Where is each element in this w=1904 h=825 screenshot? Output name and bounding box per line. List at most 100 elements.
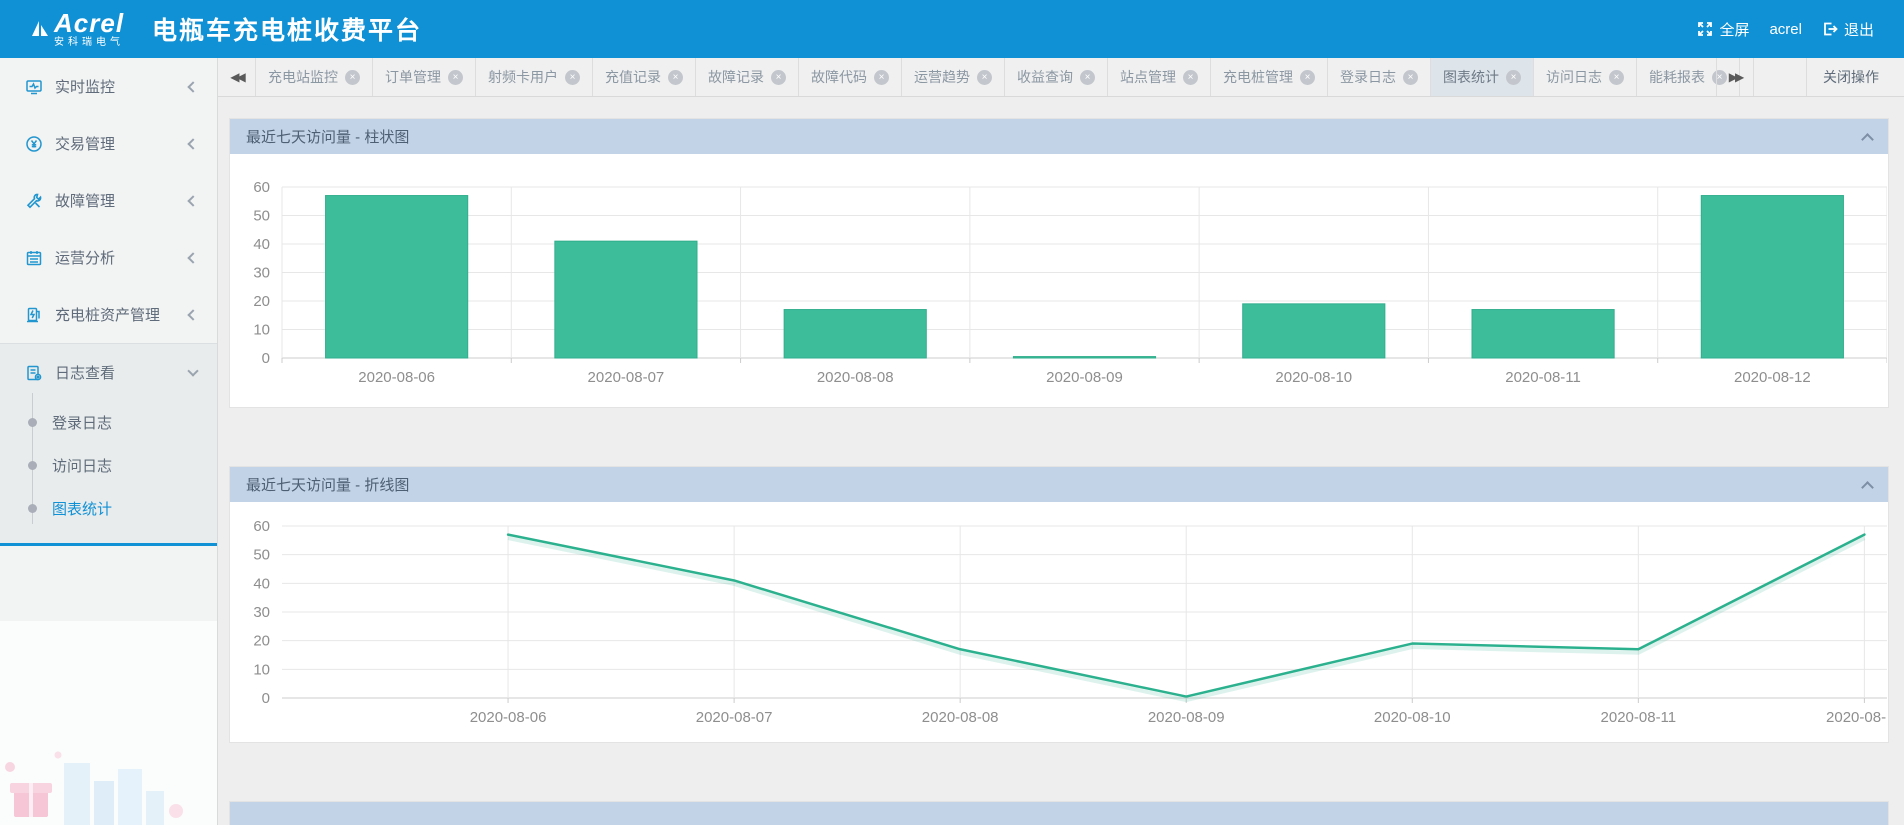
sidebar-item-log-view[interactable]: 日志查看 [0, 344, 217, 401]
page-title: 电瓶车充电桩收费平台 [152, 17, 423, 45]
sidebar-footer-area [0, 621, 217, 825]
third-chart-panel [229, 801, 1889, 825]
tab-close-icon[interactable]: × [1506, 69, 1521, 85]
scroll-tabs-right-button[interactable]: ▶▶ [1716, 58, 1754, 96]
tab-订单管理[interactable]: 订单管理 × [373, 58, 476, 96]
sidebar-item-charging-pile-assets[interactable]: 充电桩资产管理 [0, 286, 217, 343]
bar-2020-08-12 [1700, 195, 1844, 359]
x-tick-label: 2020-08-07 [588, 369, 665, 386]
y-tick-label: 40 [253, 236, 270, 253]
sidebar-item-label: 交易管理 [55, 136, 116, 153]
sidebar-subitem-label: 登录日志 [52, 415, 113, 432]
tab-label: 能耗报表 [1649, 69, 1705, 85]
chevron-down-icon [187, 364, 199, 377]
tab-能耗报表[interactable]: 能耗报表 × [1637, 58, 1740, 96]
panel-header [230, 802, 1888, 825]
line-shadow [507, 536, 1866, 703]
line-chart: 0 10 20 30 40 50 60 2020-08-06 2020-08-07 2020-08… [253, 518, 1887, 726]
collapse-panel-icon[interactable] [1861, 480, 1874, 494]
log-gear-icon [25, 364, 43, 382]
scroll-tabs-left-button[interactable]: ◀◀ [218, 58, 256, 96]
x-tick-label: 2020-08-11 [1505, 369, 1581, 386]
bar-2020-08-08 [783, 309, 927, 359]
tab-故障代码[interactable]: 故障代码 × [799, 58, 902, 96]
y-tick-label: 30 [253, 265, 270, 282]
tab-close-icon[interactable]: × [1300, 69, 1315, 85]
sidebar-subitem-login-log[interactable]: 登录日志 [0, 401, 217, 444]
sidebar-item-realtime-monitor[interactable]: 实时监控 [0, 58, 217, 115]
tab-bar: ◀◀ 充电站监控 × 订单管理 × 射频卡用户 × 充值记录 × 故障记录 × 故障代码 × 运营趋势 ×… [218, 58, 1904, 97]
tab-图表统计[interactable]: 图表统计 × [1431, 58, 1534, 96]
chevron-left-icon [187, 251, 199, 264]
tab-充电桩管理[interactable]: 充电桩管理 × [1211, 58, 1328, 96]
sidebar-item-label: 日志查看 [55, 365, 116, 382]
fault-tools-icon [25, 192, 43, 210]
logout-label: 退出 [1843, 21, 1874, 39]
sidebar-item-transactions[interactable]: 交易管理 [0, 115, 217, 172]
collapse-panel-icon[interactable] [1861, 132, 1874, 146]
sidebar-submenu: 登录日志 访问日志 图表统计 [0, 393, 217, 530]
tab-收益查询[interactable]: 收益查询 × [1005, 58, 1108, 96]
y-tick-label: 40 [253, 575, 270, 592]
tab-close-icon[interactable]: × [345, 69, 360, 85]
x-tick-label: 2020-08-10 [1374, 709, 1451, 726]
y-tick-label: 60 [253, 518, 270, 535]
charging-pile-icon [25, 306, 43, 324]
tab-访问日志[interactable]: 访问日志 × [1534, 58, 1637, 96]
sidebar: 实时监控 交易管理 故障管理 运营分析 [0, 58, 218, 825]
tab-射频卡用户[interactable]: 射频卡用户 × [476, 58, 593, 96]
sidebar-item-faults[interactable]: 故障管理 [0, 172, 217, 229]
close-operations-button[interactable]: 关闭操作 [1806, 58, 1904, 96]
tab-label: 登录日志 [1340, 69, 1396, 85]
x-tick-label: 2020-08-06 [470, 709, 547, 726]
tab-close-icon[interactable]: × [1183, 69, 1198, 85]
app-header: Acrel 安科瑞电气 电瓶车充电桩收费平台 全屏 acrel 退出 [0, 0, 1904, 58]
content-area: 最近七天访问量 - 柱状图 0 10 20 30 40 50 60 2020-08-06 202… [218, 97, 1904, 825]
tab-label: 站点管理 [1120, 69, 1176, 85]
chevron-left-icon [187, 137, 199, 150]
tab-close-icon[interactable]: × [668, 69, 683, 85]
username[interactable]: acrel [1769, 20, 1802, 38]
tab-close-icon[interactable]: × [1080, 69, 1095, 85]
fullscreen-label: 全屏 [1719, 21, 1750, 39]
tab-登录日志[interactable]: 登录日志 × [1328, 58, 1431, 96]
tab-运营趋势[interactable]: 运营趋势 × [902, 58, 1005, 96]
tab-close-icon[interactable]: × [874, 69, 889, 85]
decorative-illustration [5, 751, 183, 825]
sidebar-item-label: 实时监控 [55, 79, 116, 96]
tab-close-icon[interactable]: × [1403, 69, 1418, 85]
tab-close-icon[interactable]: × [977, 69, 992, 85]
tab-close-icon[interactable]: × [771, 69, 786, 85]
logo-subtext: 安科瑞电气 [54, 37, 124, 48]
sidebar-item-operation-analysis[interactable]: 运营分析 [0, 229, 217, 286]
x-tick-label: 2020-08-09 [1148, 709, 1225, 726]
x-tick-label: 2020-08-10 [1275, 369, 1352, 386]
bar-chart-panel: 最近七天访问量 - 柱状图 0 10 20 30 40 50 60 2020-08-06 202… [229, 118, 1889, 408]
tab-站点管理[interactable]: 站点管理 × [1108, 58, 1211, 96]
logout-button[interactable]: 退出 [1822, 19, 1874, 40]
tab-充电站监控[interactable]: 充电站监控 × [256, 58, 373, 96]
monitor-icon [25, 78, 43, 96]
tab-close-icon[interactable]: × [1712, 69, 1727, 85]
sidebar-subitem-label: 访问日志 [52, 458, 113, 475]
chevron-left-icon [187, 308, 199, 321]
sidebar-menu: 实时监控 交易管理 故障管理 运营分析 [0, 58, 217, 546]
sidebar-subitem-chart-statistics[interactable]: 图表统计 [0, 487, 217, 530]
tab-close-icon[interactable]: × [565, 69, 580, 85]
tab-close-icon[interactable]: × [448, 69, 463, 85]
calendar-icon [25, 249, 43, 267]
bar-2020-08-11 [1471, 309, 1615, 359]
bar-2020-08-07 [554, 240, 698, 359]
panel-title: 最近七天访问量 - 折线图 [246, 477, 410, 494]
y-tick-label: 10 [253, 661, 270, 678]
sidebar-subitem-access-log[interactable]: 访问日志 [0, 444, 217, 487]
x-tick-label: 2020-08-09 [1046, 369, 1123, 386]
fullscreen-button[interactable]: 全屏 [1697, 19, 1749, 40]
tab-close-icon[interactable]: × [1609, 69, 1624, 85]
chevron-left-icon [187, 194, 199, 207]
y-tick-label: 20 [253, 293, 270, 310]
tab-label: 访问日志 [1546, 69, 1602, 85]
tab-故障记录[interactable]: 故障记录 × [696, 58, 799, 96]
tab-充值记录[interactable]: 充值记录 × [593, 58, 696, 96]
tab-label: 故障代码 [811, 69, 867, 85]
